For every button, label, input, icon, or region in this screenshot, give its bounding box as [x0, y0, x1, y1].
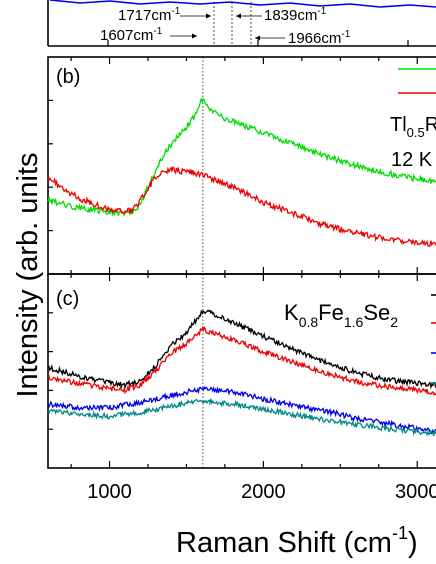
panel-b-temperature: 12 K: [391, 149, 433, 171]
panel-b-ticks: [48, 57, 418, 274]
series-line-c-1: [47, 325, 436, 396]
panel-a-blue-trace: [49, 0, 436, 8]
series-line-c-3: [47, 398, 436, 437]
x-tick-label: 2000: [241, 481, 286, 503]
annotation-1966: 1966cm-1: [288, 29, 351, 47]
panel-c: (c) K0.8Fe1.6Se2: [47, 273, 436, 469]
series-line-c-0: [47, 309, 436, 390]
x-tick-label: 1000: [87, 481, 132, 503]
x-axis-label: Raman Shift (cm-1): [176, 523, 418, 559]
panel-b-label: (b): [56, 66, 80, 88]
panel-a-fragment: 1717cm-1 1839cm-1 1607cm-1 1966cm-1: [47, 0, 436, 47]
panel-c-series: [47, 309, 436, 437]
panel-c-frame: [47, 273, 436, 469]
panel-c-sample-label: K0.8Fe1.6Se2: [284, 300, 398, 330]
panel-c-label: (c): [56, 288, 79, 310]
series-line-b-1: [47, 165, 436, 247]
annotation-1607: 1607cm-1: [100, 26, 163, 44]
panel-b-frame: [47, 56, 436, 275]
panel-b-series: [47, 96, 436, 247]
series-line-c-2: [47, 385, 436, 436]
y-axis-label: Intensity (arb. units: [12, 153, 44, 398]
annotation-1839: 1839cm-1: [264, 6, 327, 24]
series-line-b-0: [47, 96, 436, 217]
annotation-1717: 1717cm-1: [118, 6, 181, 24]
panel-c-ticks: [48, 274, 418, 468]
x-tick-label: 3000: [395, 481, 436, 503]
panel-b: (b) Tl0.5R 12 K: [47, 56, 436, 275]
x-tick-labels: 1000 2000 3000: [87, 481, 436, 503]
panel-b-sample-label: Tl0.5R: [390, 114, 436, 140]
